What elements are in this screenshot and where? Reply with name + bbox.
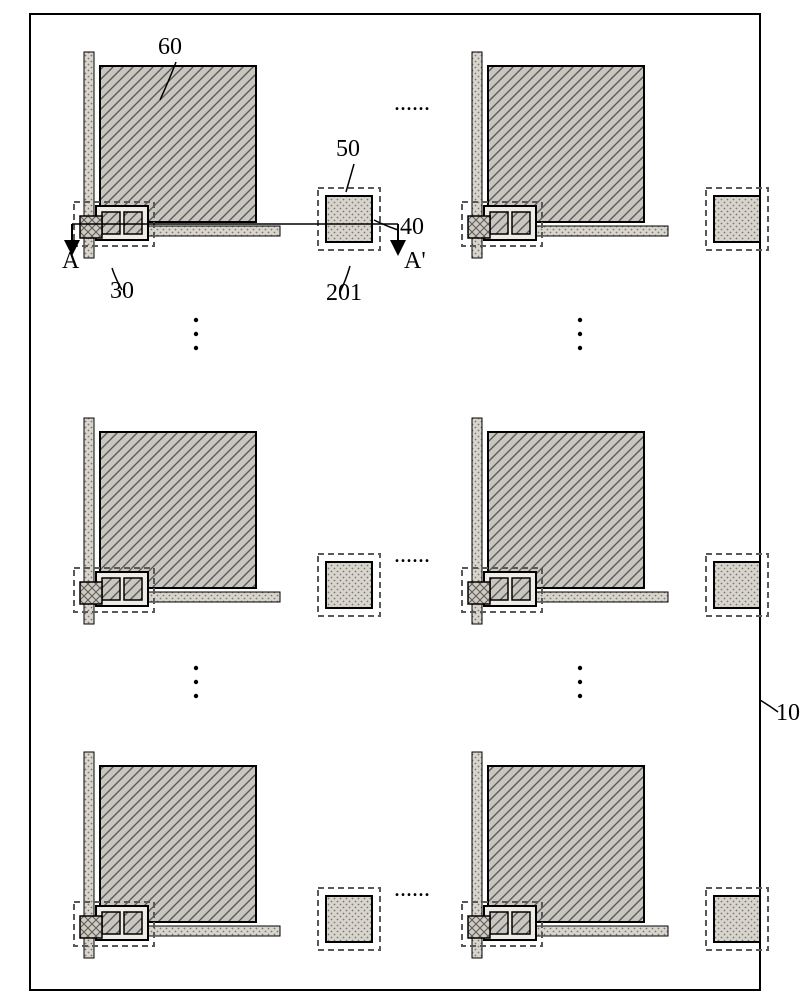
pixel-electrode — [488, 66, 644, 222]
ellipsis-h: ...... — [394, 876, 430, 902]
contact — [468, 582, 490, 604]
sensor-pad — [714, 562, 760, 608]
ellipsis-v — [194, 666, 198, 698]
label-60: 60 — [158, 34, 182, 60]
label-30: 30 — [110, 278, 134, 304]
pixel-cell — [462, 752, 768, 958]
ellipsis-v — [578, 318, 582, 350]
label-a-prime: A' — [404, 248, 426, 274]
sensor-pad — [714, 896, 760, 942]
pixel-cell — [462, 418, 768, 624]
label-40: 40 — [400, 214, 424, 240]
ellipsis-v — [578, 666, 582, 698]
pixel-electrode — [488, 432, 644, 588]
contact — [80, 216, 102, 238]
pixel-electrode — [100, 766, 256, 922]
ellipsis-v — [194, 318, 198, 350]
ellipsis-h: ...... — [394, 542, 430, 568]
sensor-pad — [714, 196, 760, 242]
pixel-electrode — [100, 66, 256, 222]
leader-line — [374, 220, 398, 230]
pixel-cell — [74, 418, 380, 624]
sensor-pad — [326, 196, 372, 242]
contact — [468, 916, 490, 938]
pixel-cell — [74, 752, 380, 958]
pixel-cell — [74, 52, 380, 258]
contact — [80, 582, 102, 604]
label-50: 50 — [336, 136, 360, 162]
figure-svg: ..................60504030201AA'10 — [0, 0, 807, 1000]
label-a: A — [62, 248, 80, 274]
sensor-pad — [326, 896, 372, 942]
pixel-electrode — [100, 432, 256, 588]
contact — [80, 916, 102, 938]
pixel-cell — [462, 52, 768, 258]
contact — [468, 216, 490, 238]
label-10: 10 — [776, 700, 800, 726]
sensor-pad — [326, 562, 372, 608]
ellipsis-h: ...... — [394, 90, 430, 116]
pixel-electrode — [488, 766, 644, 922]
